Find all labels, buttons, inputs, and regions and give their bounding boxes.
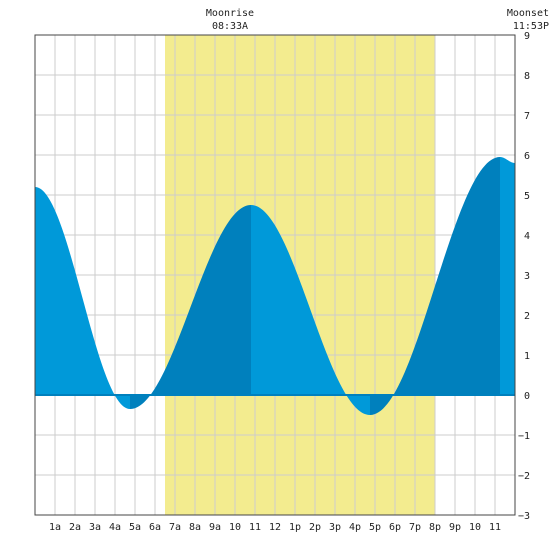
x-tick-label: 4a [109,522,121,533]
y-tick-label: 9 [524,31,530,42]
y-tick-label: −3 [518,511,530,522]
y-tick-label: −1 [518,431,530,442]
y-axis-ticks: −3 −2 −1 0 1 2 3 4 5 6 7 8 9 [518,31,530,522]
y-tick-label: 1 [524,351,530,362]
tide-series [35,157,515,415]
y-tick-label: 2 [524,311,530,322]
x-tick-label: 1a [49,522,61,533]
x-tick-label: 7a [169,522,181,533]
plot-frame [34,34,516,516]
x-tick-label: 5p [369,522,381,533]
moonrise-label: Moonrise [206,8,254,19]
x-tick-label: 9p [449,522,461,533]
y-tick-label: 5 [524,191,530,202]
x-tick-label: 7p [409,522,421,533]
plot-border [34,34,516,516]
tide-rising-segment [370,157,500,415]
x-tick-label: 5a [129,522,141,533]
x-axis-ticks: 1a 2a 3a 4a 5a 6a 7a 8a 9a 10 11 12 1p 2p 3p 4p 5p 6p 7p 8p… [49,522,501,533]
moon-annotations: Moonrise 08:33A Moonset 11:53P [206,8,549,32]
tide-falling-segment [35,187,130,409]
tide-falling-segment [500,157,515,395]
moonrise-time: 08:33A [212,21,248,32]
x-tick-label: 1p [289,522,301,533]
y-tick-label: 8 [524,71,530,82]
x-tick-label: 6a [149,522,161,533]
y-tick-label: 6 [524,151,530,162]
moonset-time: 11:53P [513,21,549,32]
x-tick-label: 4p [349,522,361,533]
x-tick-label: 11 [249,522,261,533]
x-tick-label: 11 [489,522,501,533]
x-tick-label: 8p [429,522,441,533]
x-tick-label: 6p [389,522,401,533]
y-tick-label: 3 [524,271,530,282]
x-tick-label: 8a [189,522,201,533]
x-tick-label: 12 [269,522,281,533]
moonset-label: Moonset [507,8,549,19]
y-tick-label: 0 [524,391,530,402]
x-tick-label: 10 [469,522,481,533]
y-tick-label: −2 [518,471,530,482]
x-tick-label: 3p [329,522,341,533]
tide-rising-segment [130,205,251,409]
x-tick-label: 2a [69,522,81,533]
x-tick-label: 2p [309,522,321,533]
x-tick-label: 3a [89,522,101,533]
y-tick-label: 4 [524,231,530,242]
tide-falling-segment [251,205,370,415]
x-tick-label: 10 [229,522,241,533]
x-tick-label: 9a [209,522,221,533]
y-tick-label: 7 [524,111,530,122]
